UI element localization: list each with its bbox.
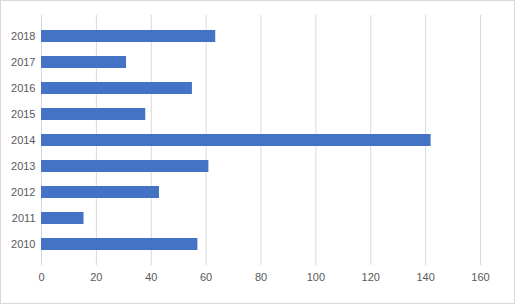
svg-text:2010: 2010 bbox=[11, 238, 35, 250]
svg-text:120: 120 bbox=[362, 271, 380, 283]
svg-text:2012: 2012 bbox=[11, 186, 35, 198]
svg-text:2014: 2014 bbox=[11, 134, 35, 146]
svg-text:0: 0 bbox=[38, 271, 44, 283]
svg-text:20: 20 bbox=[90, 271, 102, 283]
svg-text:80: 80 bbox=[255, 271, 267, 283]
svg-text:60: 60 bbox=[200, 271, 212, 283]
svg-text:160: 160 bbox=[471, 271, 489, 283]
svg-text:2017: 2017 bbox=[11, 56, 35, 68]
svg-text:2016: 2016 bbox=[11, 82, 35, 94]
svg-text:140: 140 bbox=[416, 271, 434, 283]
svg-text:100: 100 bbox=[307, 271, 325, 283]
svg-text:2018: 2018 bbox=[11, 30, 35, 42]
svg-text:40: 40 bbox=[145, 271, 157, 283]
svg-text:2011: 2011 bbox=[12, 212, 36, 224]
svg-text:2013: 2013 bbox=[11, 160, 35, 172]
svg-text:2015: 2015 bbox=[11, 108, 35, 120]
